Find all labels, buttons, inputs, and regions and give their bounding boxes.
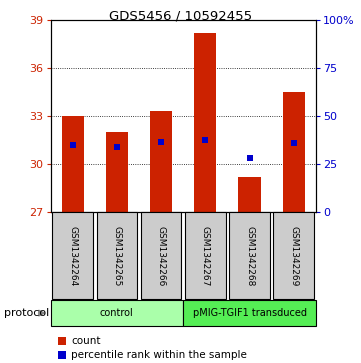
Bar	[185, 212, 226, 299]
Bar	[62, 116, 84, 212]
Text: percentile rank within the sample: percentile rank within the sample	[71, 350, 247, 360]
Point	[158, 139, 164, 145]
Bar	[150, 111, 172, 212]
Bar	[194, 33, 216, 212]
Bar	[52, 212, 93, 299]
Bar	[51, 300, 183, 326]
Text: GSM1342267: GSM1342267	[201, 226, 210, 286]
Bar	[183, 300, 316, 326]
Text: GSM1342268: GSM1342268	[245, 226, 254, 286]
Text: control: control	[100, 308, 134, 318]
Bar	[96, 212, 137, 299]
Text: GSM1342264: GSM1342264	[68, 226, 77, 286]
Bar	[239, 177, 261, 212]
Bar	[106, 132, 128, 212]
Text: count: count	[71, 336, 101, 346]
Point	[203, 137, 208, 143]
Text: GSM1342269: GSM1342269	[289, 226, 298, 286]
Point	[114, 144, 120, 150]
Bar	[273, 212, 314, 299]
Bar	[141, 212, 182, 299]
Text: GDS5456 / 10592455: GDS5456 / 10592455	[109, 9, 252, 22]
Bar	[229, 212, 270, 299]
Text: pMIG-TGIF1 transduced: pMIG-TGIF1 transduced	[192, 308, 306, 318]
Point	[247, 155, 252, 161]
Bar	[283, 92, 305, 212]
Text: GSM1342266: GSM1342266	[157, 226, 166, 286]
Text: GSM1342265: GSM1342265	[112, 226, 121, 286]
Point	[70, 142, 75, 148]
Text: protocol: protocol	[4, 308, 49, 318]
Point	[291, 140, 297, 146]
